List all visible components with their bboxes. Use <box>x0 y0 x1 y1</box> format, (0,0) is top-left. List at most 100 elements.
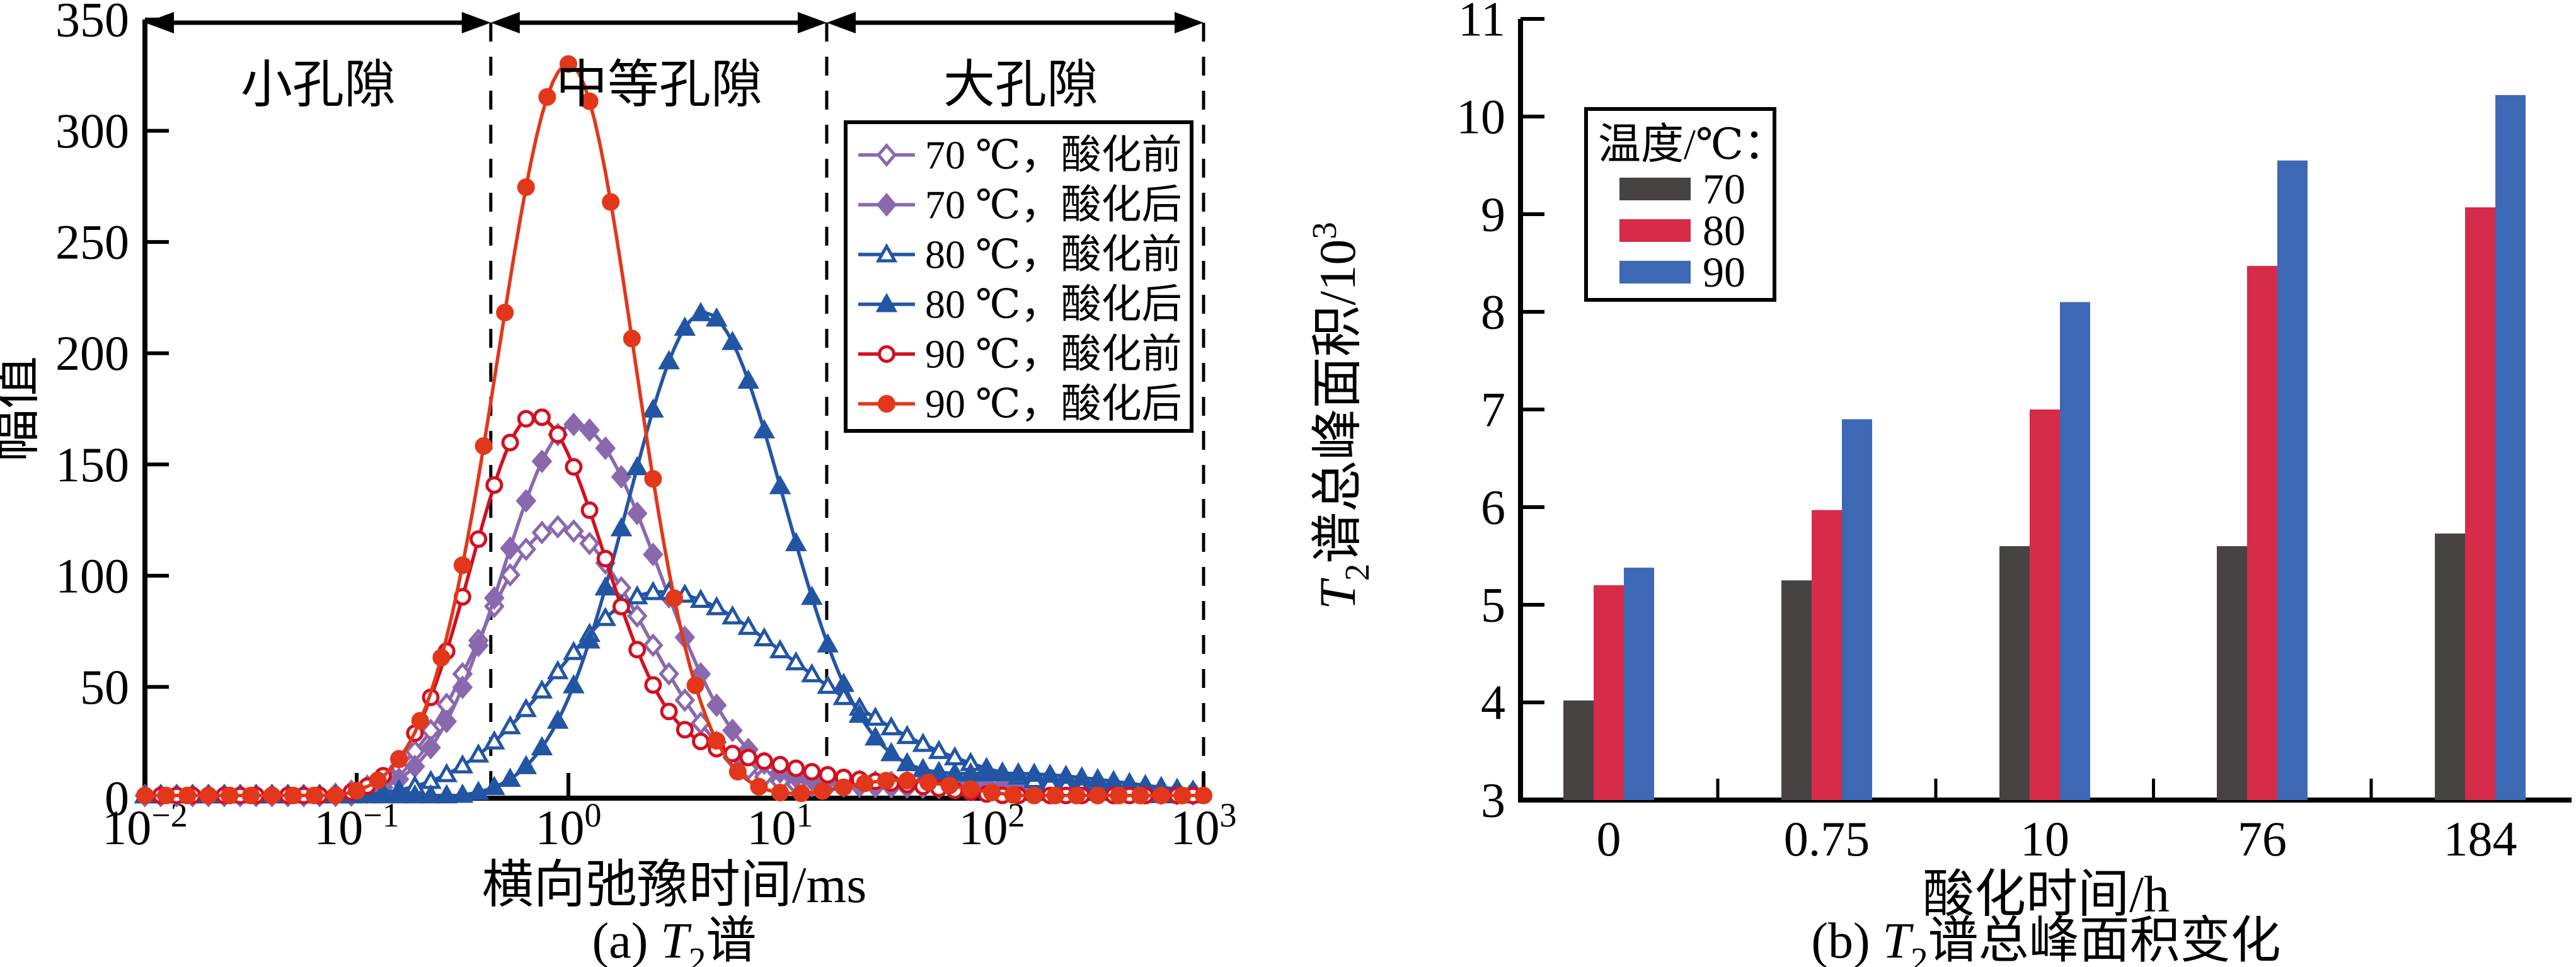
bar-series-80 <box>1594 207 2495 800</box>
open-diamond-marker-icon <box>579 531 600 556</box>
open-triangle-marker-icon <box>722 605 744 625</box>
solid-triangle-marker-icon <box>817 633 839 653</box>
open-triangle-marker-icon <box>705 596 728 615</box>
open-diamond-marker-icon <box>515 537 537 561</box>
solid-circle-marker-icon <box>856 774 874 792</box>
open-triangle-marker-icon <box>928 740 950 759</box>
b-x-axis-label: 酸化时间/h <box>1923 866 2170 923</box>
series-70 ℃，酸化后 <box>134 412 1204 808</box>
a-x-tick-label: 102 <box>959 796 1025 855</box>
solid-circle-marker-icon <box>686 676 704 694</box>
solid-triangle-marker-icon <box>737 369 759 389</box>
b-caption: (b) T2谱总峰面积变化 <box>1811 913 2280 967</box>
solid-triangle-marker-icon <box>388 784 410 804</box>
open-triangle-marker-icon <box>483 730 505 750</box>
open-triangle-marker-icon <box>769 639 791 658</box>
solid-triangle-marker-icon <box>451 783 474 803</box>
solid-diamond-marker-icon <box>643 542 664 566</box>
solid-triangle-marker-icon <box>626 455 648 476</box>
solid-triangle-marker-icon <box>610 517 633 537</box>
a-legend: 70 ℃，酸化前 70 ℃，酸化后 80 ℃，酸化前 80 ℃，酸化后 90 ℃，酸化前… <box>844 120 1193 433</box>
solid-circle-marker-icon <box>1152 786 1170 804</box>
open-diamond-marker-icon <box>658 661 679 686</box>
solid-circle-marker-icon <box>983 783 1001 801</box>
solid-circle-marker-icon <box>1131 786 1149 804</box>
solid-circle-marker-icon <box>348 782 365 800</box>
solid-circle-marker-icon <box>623 329 641 348</box>
region-arrow-2 <box>490 12 827 33</box>
solid-circle-marker-icon <box>136 786 154 804</box>
open-triangle-marker-icon <box>896 724 918 745</box>
bar-80c-76h <box>2247 266 2277 800</box>
open-circle-marker-icon <box>565 458 583 476</box>
solid-triangle-marker-icon <box>404 784 426 804</box>
b-legend-title: 温度/℃： <box>1598 120 1786 168</box>
open-diamond-marker-icon <box>547 515 568 539</box>
open-circle-marker-icon <box>469 530 488 548</box>
a-caption: (a) T2谱 <box>592 913 757 967</box>
solid-diamond-marker-icon <box>626 501 648 525</box>
a-y-tick-label: 50 <box>80 660 129 714</box>
solid-circle-marker-icon <box>1046 786 1064 804</box>
solid-triangle-marker-icon <box>896 752 918 772</box>
solid-triangle-marker-icon <box>435 784 458 804</box>
open-triangle-marker-icon <box>737 615 759 635</box>
open-circle-marker-icon <box>517 409 535 428</box>
arrowhead-left-icon <box>490 12 520 33</box>
solid-triangle-marker-icon <box>1055 764 1077 784</box>
solid-circle-marker-icon <box>538 88 556 106</box>
bar-80c-10h <box>2030 409 2060 800</box>
solid-circle-marker-icon <box>305 786 323 804</box>
solid-triangle-marker-icon <box>531 736 553 755</box>
solid-circle-marker-icon <box>878 395 895 413</box>
open-triangle-marker-icon <box>626 585 648 605</box>
b-legend-label: 80 <box>1703 207 1745 255</box>
solid-circle-marker-icon <box>877 772 895 790</box>
a-y-tick-label: 100 <box>55 548 129 603</box>
solid-triangle-marker-icon <box>769 474 791 495</box>
solid-circle-marker-icon <box>580 92 599 110</box>
solid-diamond-marker-icon <box>468 633 489 658</box>
a-x-tick-label: 101 <box>747 796 814 855</box>
open-triangle-marker-icon <box>642 580 664 600</box>
open-triangle-marker-icon <box>875 243 898 263</box>
open-circle-marker-icon <box>580 501 599 519</box>
open-circle-marker-icon <box>803 763 821 781</box>
b-y-axis-label: T2谱总峰面积/103 <box>1305 222 1376 609</box>
solid-triangle-marker-icon <box>928 760 950 781</box>
solid-circle-marker-icon <box>221 786 239 804</box>
a-y-tick-label: 0 <box>105 771 129 826</box>
solid-diamond-marker-icon <box>706 693 727 718</box>
solid-circle-marker-icon <box>560 55 577 73</box>
solid-triangle-marker-icon <box>1007 762 1030 782</box>
arrowhead-right-icon <box>797 12 827 33</box>
solid-triangle-marker-icon <box>880 741 902 762</box>
bar-series-90 <box>1624 94 2526 800</box>
solid-diamond-marker-icon <box>531 449 553 474</box>
a-legend-label: 70 ℃，酸化前 <box>925 133 1182 178</box>
solid-triangle-marker-icon <box>515 755 538 774</box>
solid-triangle-marker-icon <box>960 762 982 782</box>
solid-triangle-marker-icon <box>1039 763 1061 783</box>
solid-circle-marker-icon <box>369 771 387 789</box>
solid-triangle-marker-icon <box>1086 768 1109 787</box>
solid-circle-marker-icon <box>454 556 471 575</box>
solid-diamond-marker-icon <box>611 465 632 489</box>
open-diamond-marker-icon <box>563 519 584 543</box>
open-circle-marker-icon <box>771 755 789 774</box>
arrowhead-right-icon <box>461 12 491 33</box>
b-y-tick-label: 8 <box>1481 285 1505 340</box>
bar-90c-0.75h <box>1842 419 1872 800</box>
solid-circle-marker-icon <box>728 762 747 781</box>
solid-triangle-marker-icon <box>546 709 569 729</box>
solid-circle-marker-icon <box>814 782 832 800</box>
open-circle-marker-icon <box>692 732 710 750</box>
open-triangle-marker-icon <box>515 697 538 718</box>
solid-circle-marker-icon <box>242 786 260 804</box>
solid-triangle-marker-icon <box>1102 770 1125 789</box>
solid-diamond-marker-icon <box>515 489 537 513</box>
solid-triangle-marker-icon <box>689 302 712 321</box>
solid-circle-marker-icon <box>1110 786 1128 804</box>
solid-diamond-marker-icon <box>420 735 441 760</box>
